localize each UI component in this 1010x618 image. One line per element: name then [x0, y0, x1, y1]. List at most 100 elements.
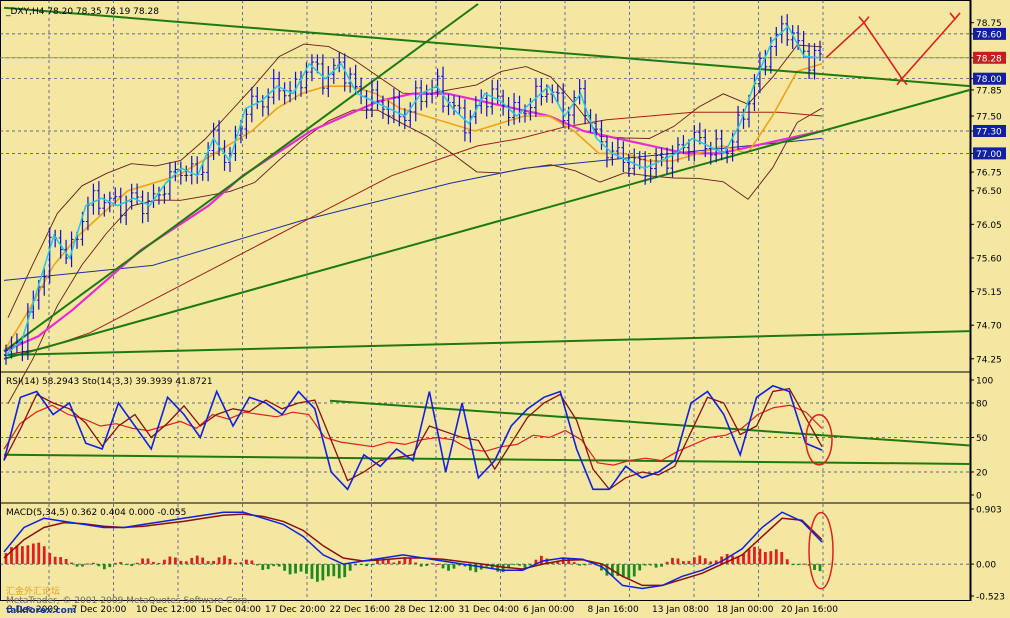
macd-histogram-bar: [321, 564, 325, 581]
macd-histogram-bar: [305, 564, 308, 574]
macd-histogram-bar: [70, 562, 73, 565]
price-tag: [973, 27, 1006, 40]
macd-histogram-bar: [774, 549, 778, 565]
y-tick-label: 76.75: [976, 169, 1002, 179]
rsi-y-tick-label: 50: [976, 434, 988, 444]
macd-histogram-bar: [638, 564, 642, 571]
macd-y-tick-label: -0.523: [976, 593, 1005, 603]
macd-histogram-bar: [239, 562, 243, 565]
macd-histogram-bar: [190, 557, 194, 565]
macd-histogram-bar: [621, 564, 625, 578]
macd-histogram-bar: [255, 564, 259, 566]
macd-histogram-bar: [26, 545, 30, 565]
macd-histogram-bar: [157, 562, 161, 565]
x-tick-label: 8 Jan 16:00: [588, 605, 640, 615]
macd-histogram-bar: [228, 558, 232, 565]
macd-histogram-bar: [381, 557, 385, 565]
macd-histogram-bar: [458, 564, 461, 566]
macd-histogram-bar: [665, 561, 669, 565]
macd-histogram-bar: [163, 559, 166, 565]
macd-histogram-bar: [709, 561, 713, 565]
y-tick-label: 77.00: [976, 150, 1002, 160]
y-tick-label: 78.28: [976, 54, 1002, 64]
macd-histogram-bar: [392, 562, 396, 565]
macd-histogram-bar: [660, 564, 663, 567]
trendline-steep: [3, 3, 479, 353]
rsi-y-tick-label: 20: [976, 469, 988, 479]
projection-arrowhead: [896, 77, 908, 86]
macd-histogram-bar: [512, 564, 516, 566]
macd-histogram-bar: [523, 564, 527, 568]
macd-histogram-bar: [572, 562, 576, 565]
macd-histogram-bar: [616, 564, 620, 576]
macd-histogram-bar: [168, 556, 172, 565]
projection-arrowhead: [858, 16, 870, 24]
y-tick-label: 75.15: [976, 288, 1002, 298]
macd-histogram-bar: [370, 564, 374, 566]
macd-histogram-bar: [753, 546, 756, 565]
macd-histogram-bar: [703, 558, 707, 565]
macd-histogram-bar: [676, 558, 680, 565]
macd-histogram-bar: [244, 559, 248, 565]
macd-histogram-bar: [780, 551, 784, 565]
ma-brown-line: [3, 111, 823, 356]
macd-histogram-bar: [272, 564, 276, 567]
x-tick-label: 15 Dec 04:00: [201, 605, 262, 615]
ma-orange-line: [3, 63, 823, 352]
macd-histogram-bar: [359, 564, 363, 566]
macd-panel-title: MACD(5,34,5) 0.362 0.404 0.000 -0.055: [6, 508, 186, 518]
macd-histogram-bar: [15, 545, 19, 565]
y-tick-label: 76.50: [976, 187, 1002, 197]
macd-histogram-bar: [692, 557, 696, 565]
macd-histogram-bar: [534, 559, 538, 565]
rsi-y-tick-label: 80: [976, 400, 988, 410]
macd-histogram-bar: [135, 562, 139, 565]
macd-histogram-bar: [326, 564, 330, 577]
macd-histogram-bar: [332, 564, 336, 577]
y-tick-label: 77.85: [976, 86, 1002, 96]
macd-histogram-bar: [529, 564, 532, 566]
macd-histogram-bar: [119, 562, 123, 565]
price-tag: [973, 124, 1006, 137]
macd-histogram-bar: [643, 564, 647, 566]
x-tick-label: 13 Jan 08:00: [652, 605, 709, 615]
macd-histogram-bar: [250, 560, 254, 565]
x-tick-label: 18 Jan 00:00: [717, 605, 774, 615]
macd-histogram-bar: [97, 564, 101, 567]
macd-histogram-bar: [796, 564, 800, 566]
macd-histogram-bar: [447, 564, 450, 571]
stoch-main-line: [3, 384, 823, 491]
macd-histogram-bar: [64, 558, 68, 565]
macd-histogram-bar: [212, 560, 215, 565]
macd-histogram-bar: [217, 557, 221, 565]
y-tick-label: 78.00: [976, 75, 1002, 85]
macd-histogram-bar: [408, 557, 412, 565]
macd-histogram-bar: [337, 564, 341, 579]
macd-histogram-bar: [452, 564, 456, 569]
trendline-support: [3, 88, 971, 360]
macd-histogram-bar: [507, 564, 511, 568]
macd-highlight-circle: [808, 511, 834, 590]
macd-histogram-bar: [130, 564, 134, 567]
macd-histogram-bar: [59, 557, 63, 565]
rsi-trendline-lower: [3, 453, 971, 465]
macd-histogram-bar: [414, 562, 418, 565]
macd-histogram-bar: [179, 560, 183, 565]
y-tick-label: 78.75: [976, 19, 1002, 29]
rsi-panel-title: RSI(14) 58.2943 Sto(14,3,3) 39.3939 41.8…: [6, 377, 213, 387]
macd-histogram-bar: [802, 563, 806, 565]
rsi-y-tick-label: 100: [976, 377, 993, 387]
x-tick-label: 17 Dec 20:00: [265, 605, 326, 615]
x-tick-label: 6 Jan 00:00: [523, 605, 575, 615]
macd-histogram-bar: [20, 546, 24, 565]
macd-histogram-bar: [436, 564, 439, 566]
macd-histogram-bar: [430, 563, 434, 565]
macd-y-tick-label: 0.903: [976, 506, 1002, 516]
macd-histogram-bar: [234, 562, 237, 565]
y-tick-label: 78.60: [976, 30, 1002, 40]
watermark-brand: 汇金外汇论坛: [6, 585, 60, 597]
macd-histogram-bar: [124, 564, 128, 566]
macd-histogram-bar: [441, 564, 445, 569]
rsi-y-tick-label: 0: [976, 492, 982, 502]
